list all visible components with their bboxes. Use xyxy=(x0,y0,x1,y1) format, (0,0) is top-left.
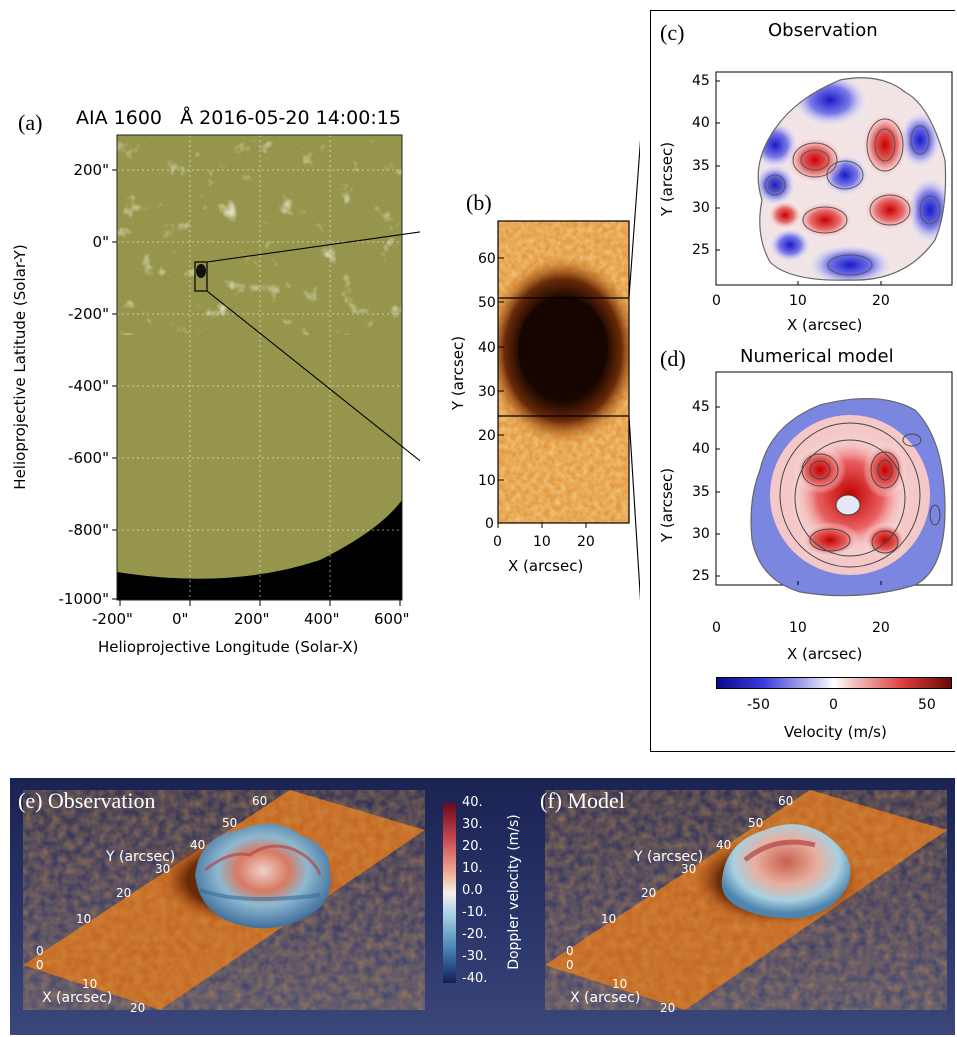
panel-e-label: (e) Observation xyxy=(18,788,156,813)
b-ytick-2: 40 xyxy=(478,340,496,356)
a-ytick-1: 0" xyxy=(92,233,109,251)
b-ytick-6: 0 xyxy=(485,516,494,532)
a-xlabel: Helioprojective Longitude (Solar-X) xyxy=(98,638,359,656)
b-ytick-4: 20 xyxy=(478,428,496,444)
c-xtick-1: 10 xyxy=(789,293,807,309)
e-ylabel: Y (arcsec) xyxy=(106,849,176,865)
d-ytick-2: 35 xyxy=(692,484,710,500)
d-ytick-4: 25 xyxy=(692,568,710,584)
panel-b-label: (b) xyxy=(466,190,492,215)
e-ytick-6: 0 xyxy=(36,944,44,958)
e-xtick-1: 10 xyxy=(82,977,98,991)
doppler-tick-6: -20. xyxy=(462,927,488,942)
c-ytick-1: 40 xyxy=(692,115,710,131)
e-ytick-3: 30 xyxy=(155,862,171,876)
a-ytick-0: 200" xyxy=(73,161,109,179)
panel-d-label: (d) xyxy=(660,346,686,371)
velocity-tick-0: -50 xyxy=(747,697,770,713)
zoom-frame xyxy=(650,10,955,752)
b-xlabel: X (arcsec) xyxy=(508,557,584,575)
c-xtick-2: 20 xyxy=(872,293,890,309)
f-xtick-2: 20 xyxy=(660,1001,676,1015)
b-ytick-5: 10 xyxy=(478,473,496,489)
a-xtick-2: 200" xyxy=(234,610,270,628)
c-ytick-0: 45 xyxy=(692,73,710,89)
panel-c-label: (c) xyxy=(660,20,685,45)
f-ytick-2: 40 xyxy=(716,838,732,852)
panel-a-label: (a) xyxy=(18,110,43,135)
e-ytick-2: 40 xyxy=(190,838,206,852)
f-ytick-5: 10 xyxy=(601,912,617,926)
a-ytick-4: -600" xyxy=(68,449,109,467)
e-ytick-1: 50 xyxy=(222,816,238,830)
e-xtick-2: 20 xyxy=(130,1001,146,1015)
panel-a-title: AIA 1600 Å 2016-05-20 14:00:15 xyxy=(76,107,401,129)
doppler-tick-4: 0.0 xyxy=(462,883,483,898)
f-ytick-4: 20 xyxy=(641,886,657,900)
d-ytick-1: 40 xyxy=(692,441,710,457)
e-ytick-0: 60 xyxy=(252,794,268,808)
f-xtick-1: 10 xyxy=(612,977,628,991)
f-ytick-1: 50 xyxy=(748,816,764,830)
d-xtick-1: 10 xyxy=(789,620,807,636)
b-ytick-3: 30 xyxy=(478,384,496,400)
f-ylabel: Y (arcsec) xyxy=(634,849,704,865)
c-ytick-4: 25 xyxy=(692,242,710,258)
a-ytick-6: -1000" xyxy=(58,590,110,608)
b-xtick-0: 0 xyxy=(493,534,502,550)
b-ytick-1: 50 xyxy=(478,295,496,311)
b-xtick-2: 20 xyxy=(577,534,595,550)
doppler-tick-8: -40. xyxy=(462,971,488,986)
velocity-tick-1: 0 xyxy=(829,697,838,713)
d-xlabel: X (arcsec) xyxy=(787,645,863,663)
b-xtick-1: 10 xyxy=(533,534,551,550)
panel-c-title: Observation xyxy=(768,20,878,41)
doppler-tick-2: 20. xyxy=(462,839,483,854)
f-ytick-0: 60 xyxy=(778,794,794,808)
a-xtick-3: 400" xyxy=(304,610,340,628)
a-xtick-0: -200" xyxy=(92,610,133,628)
f-ytick-6: 0 xyxy=(566,944,574,958)
a-xtick-4: 600" xyxy=(374,610,410,628)
doppler-tick-7: -30. xyxy=(462,949,488,964)
f-xtick-0: 0 xyxy=(566,958,574,972)
a-ytick-5: -800" xyxy=(68,521,109,539)
panel-d-title: Numerical model xyxy=(740,346,894,367)
a-ytick-2: -200" xyxy=(68,305,109,323)
panel-e-plane xyxy=(23,790,425,1010)
panel-f-label: (f) Model xyxy=(540,788,625,813)
e-xlabel: X (arcsec) xyxy=(42,990,113,1006)
b-ytick-0: 60 xyxy=(478,251,496,267)
c-xlabel: X (arcsec) xyxy=(787,316,863,334)
doppler-tick-3: 10. xyxy=(462,861,483,876)
d-xtick-2: 20 xyxy=(872,620,890,636)
observation-velocity-map xyxy=(715,71,953,286)
e-xtick-0: 0 xyxy=(36,958,44,972)
d-xtick-0: 0 xyxy=(712,620,721,636)
doppler-tick-5: -10. xyxy=(462,905,488,920)
doppler-tick-0: 40. xyxy=(462,795,483,810)
a-xtick-1: 0" xyxy=(172,610,189,628)
panel-f-plane xyxy=(545,790,947,1010)
e-ytick-4: 20 xyxy=(116,886,132,900)
f-xlabel: X (arcsec) xyxy=(570,990,641,1006)
doppler-colorbar-gradient xyxy=(443,803,456,983)
sunspot-image xyxy=(497,139,640,600)
c-ytick-2: 35 xyxy=(692,158,710,174)
velocity-tick-2: 50 xyxy=(918,697,936,713)
model-velocity-map xyxy=(715,371,953,597)
e-ytick-5: 10 xyxy=(76,912,92,926)
f-ytick-3: 30 xyxy=(681,862,697,876)
c-xtick-0: 0 xyxy=(712,293,721,309)
c-ytick-3: 30 xyxy=(692,200,710,216)
doppler-tick-1: 30. xyxy=(462,817,483,832)
velocity-label: Velocity (m/s) xyxy=(784,723,887,741)
aia-image xyxy=(112,134,420,606)
doppler-label: Doppler velocity (m/s) xyxy=(506,814,522,970)
velocity-colorbar-gradient xyxy=(716,677,952,689)
d-ytick-3: 30 xyxy=(692,526,710,542)
a-ytick-3: -400" xyxy=(68,377,109,395)
d-ytick-0: 45 xyxy=(692,399,710,415)
